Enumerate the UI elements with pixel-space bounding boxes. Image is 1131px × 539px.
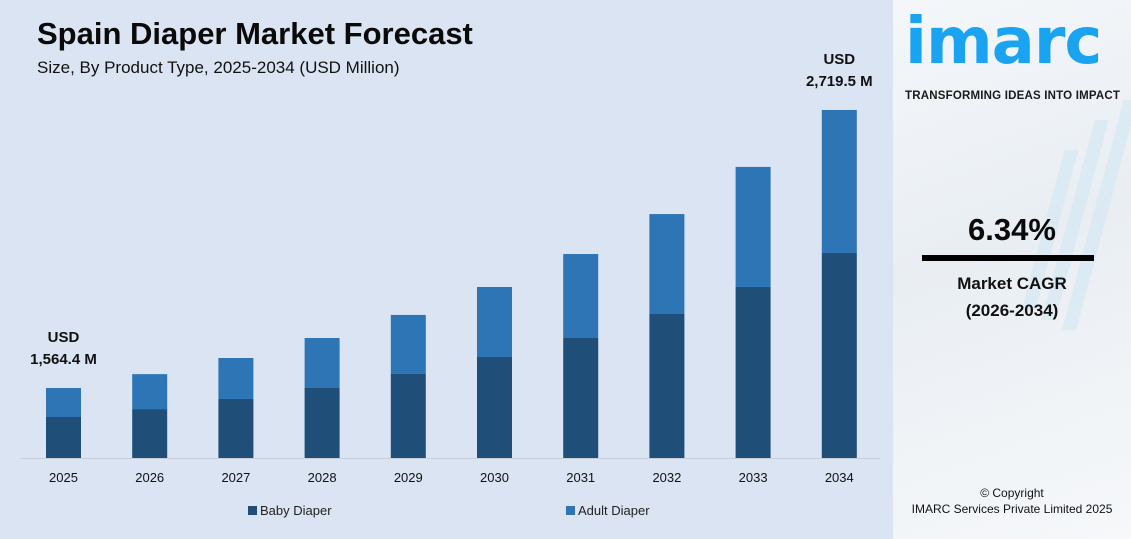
total-label-currency: USD: [48, 329, 80, 346]
chart-subtitle: Size, By Product Type, 2025-2034 (USD Mi…: [37, 58, 400, 77]
x-tick-label: 2031: [566, 470, 595, 485]
total-label-value: 1,564.4 M: [30, 351, 97, 368]
bar-baby-diaper: [46, 417, 81, 458]
x-tick-label: 2029: [394, 470, 423, 485]
info-panel: imarc TRANSFORMING IDEAS INTO IMPACT 6.3…: [893, 0, 1131, 539]
bar-baby-diaper: [304, 387, 340, 458]
bar-baby-diaper: [218, 398, 254, 458]
cagr-period: (2026-2034): [965, 301, 1059, 320]
x-tick-label: 2028: [308, 470, 337, 485]
bar-baby-diaper: [649, 314, 685, 458]
x-tick-label: 2027: [221, 470, 250, 485]
bar-adult-diaper: [477, 287, 512, 357]
bar-baby-diaper: [477, 356, 512, 458]
x-tick-label: 2025: [49, 470, 78, 485]
bar-baby-diaper: [821, 252, 857, 458]
bar-adult-diaper: [821, 109, 857, 253]
bar-adult-diaper: [218, 358, 254, 399]
x-tick-label: 2034: [825, 470, 854, 485]
legend-label: Baby Diaper: [260, 503, 332, 518]
x-tick-label: 2033: [739, 470, 768, 485]
bar-baby-diaper: [132, 409, 168, 458]
cagr-value: 6.34%: [968, 212, 1056, 247]
bar-adult-diaper: [132, 374, 168, 410]
legend-swatch: [248, 506, 257, 515]
total-label-value: 2,719.5 M: [806, 73, 873, 90]
x-tick-label: 2030: [480, 470, 509, 485]
bar-baby-diaper: [735, 286, 771, 458]
bar-baby-diaper: [563, 337, 599, 458]
copyright-line-1: © Copyright: [980, 486, 1044, 500]
cagr-label-text: Market CAGR: [957, 274, 1067, 293]
cagr-label: Market CAGR (2026-2034): [893, 270, 1131, 324]
total-label-currency: USD: [823, 51, 855, 68]
x-tick-label: 2026: [135, 470, 164, 485]
x-tick-label: 2032: [652, 470, 681, 485]
bar-adult-diaper: [649, 214, 685, 315]
stacked-bar-chart: 2025 USD 1,564.4 M 2026 2027 2028 2029 2030 2031…: [20, 51, 880, 518]
bar-adult-diaper: [563, 254, 599, 338]
legend-swatch: [566, 506, 575, 515]
chart-panel: Spain Diaper Market Forecast Size, By Pr…: [0, 0, 893, 539]
bar-baby-diaper: [390, 373, 426, 458]
chart-title: Spain Diaper Market Forecast: [37, 16, 473, 51]
bar-adult-diaper: [304, 338, 340, 388]
copyright: © Copyright IMARC Services Private Limit…: [893, 485, 1131, 517]
cagr-divider: [922, 255, 1094, 261]
bar-adult-diaper: [735, 166, 771, 287]
bar-adult-diaper: [390, 314, 426, 374]
copyright-line-2: IMARC Services Private Limited 2025: [911, 502, 1113, 516]
bar-adult-diaper: [46, 387, 81, 418]
brand-tagline: TRANSFORMING IDEAS INTO IMPACT: [905, 90, 1121, 102]
imarc-logo: imarc: [905, 5, 1102, 79]
legend-label: Adult Diaper: [578, 503, 650, 518]
